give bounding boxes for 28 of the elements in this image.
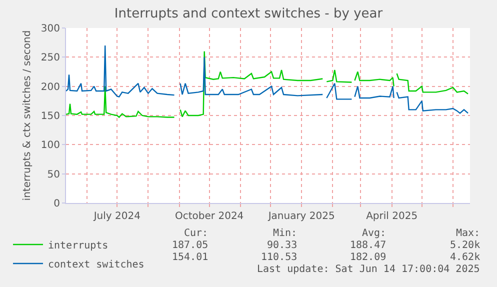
text: Max: [456, 228, 480, 239]
x-tick-label: April 2025 [366, 211, 418, 222]
text: 188.47 [350, 240, 386, 251]
y-tick-label: 100 [40, 140, 60, 152]
y-tick-label: 150 [40, 111, 60, 122]
text: 187.05 [172, 240, 208, 251]
text: 4.62k [450, 252, 480, 263]
x-tick-label: July 2024 [92, 211, 140, 222]
x-tick-label: October 2024 [175, 211, 244, 222]
text: 110.53 [261, 252, 298, 263]
y-tick-label: 250 [40, 52, 60, 64]
legend-label: interrupts [48, 240, 108, 252]
text: 90.33 [267, 240, 298, 251]
y-tick-label: 200 [40, 82, 60, 93]
legend-label: context switches [48, 259, 144, 270]
text: 154.01 [172, 252, 208, 263]
y-axis-title: interrupts & ctx switches / second [22, 30, 33, 201]
text: 5.20k [450, 240, 480, 251]
chart-title: Interrupts and context switches - by year [114, 6, 384, 22]
text: 182.09 [350, 252, 386, 263]
x-tick-label: January 2025 [267, 211, 335, 222]
text: Cur: [184, 228, 208, 239]
y-tick-label: 50 [47, 169, 60, 180]
text: Min: [273, 228, 298, 239]
text: Last update: Sat Jun 14 17:00:04 2025 [257, 264, 480, 275]
y-tick-label: 0 [54, 198, 60, 210]
text: Avg: [362, 228, 386, 239]
y-tick-label: 300 [40, 24, 60, 34]
